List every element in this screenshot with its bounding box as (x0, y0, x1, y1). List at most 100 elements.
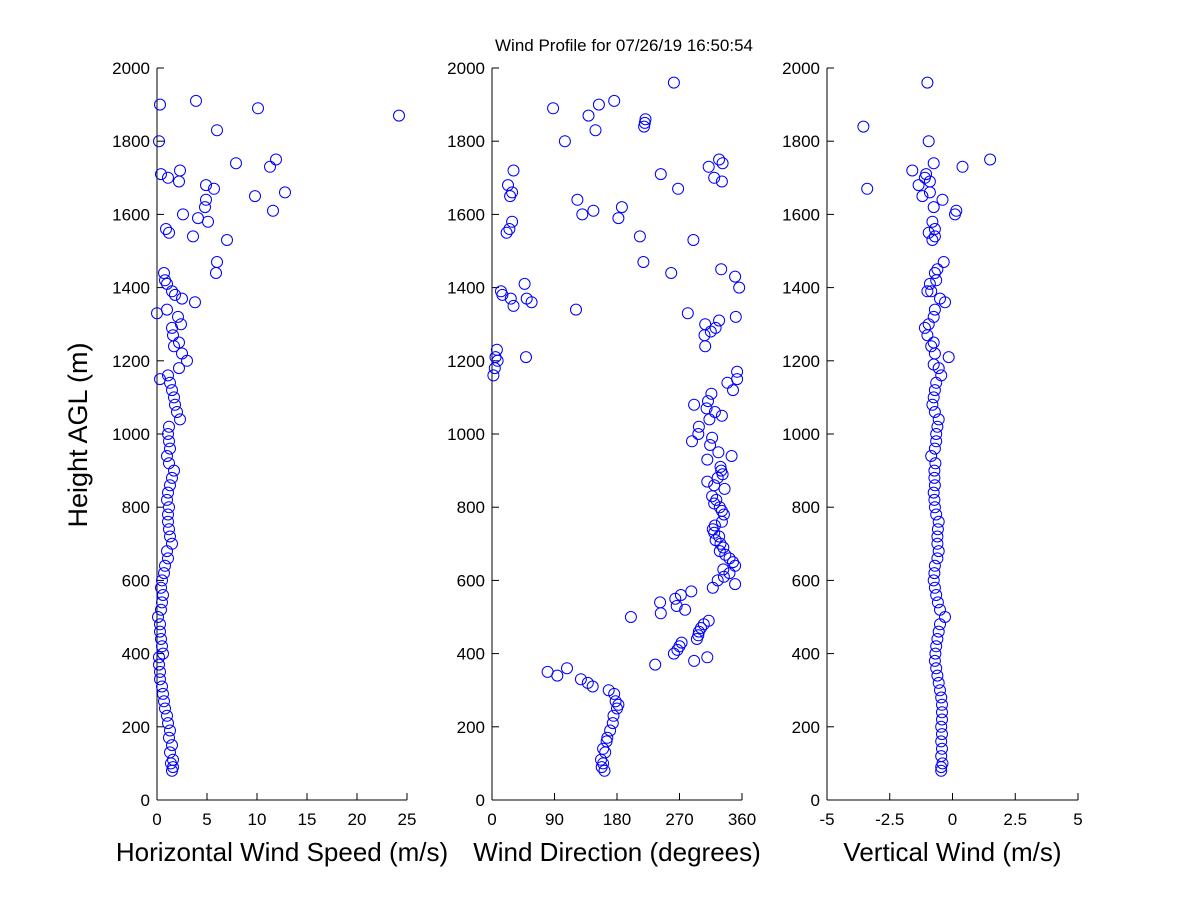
panel-3-data-point (931, 263, 944, 276)
panel-2-data-point (708, 519, 721, 532)
panel-1-data-point (161, 493, 173, 506)
panel-2-y-tick-label: 1000 (447, 425, 485, 444)
panel-2-data-point (675, 636, 688, 649)
panel-2-y-tick-label: 600 (457, 571, 485, 590)
panel-1-data-point (166, 471, 178, 484)
panel-1-data-point (156, 640, 168, 653)
panel-2-data-point (637, 256, 650, 268)
panel-3-data-point (935, 750, 948, 763)
panel-2-y-tick-label: 1800 (447, 132, 485, 151)
chart-title: Wind Profile for 07/26/19 16:50:54 (495, 36, 753, 55)
panel-1-data-point (270, 153, 282, 166)
panel-1-data-point (159, 274, 171, 287)
panel-3-data-point (935, 735, 948, 748)
panel-3-data-point (928, 230, 941, 243)
panel-1-data-point (161, 545, 173, 558)
panel-3-data-point (984, 153, 997, 166)
panel-1-data-point (173, 362, 185, 375)
panel-1-data-point (169, 398, 181, 411)
panel-1-data-point (164, 442, 176, 455)
panel-3-data-point (920, 168, 933, 181)
panel-2-data-point (692, 420, 705, 433)
panel-1-data-point (169, 288, 181, 301)
panel-1-data-point (162, 508, 174, 521)
panel-3-data-point (956, 160, 969, 173)
panel-3-data-point (935, 764, 948, 777)
panel-3-data-point (928, 559, 941, 572)
panel-1-data-point (163, 731, 175, 744)
panel-3-data-point (918, 321, 931, 334)
panel-2-data-point (715, 464, 728, 477)
panel-3-y-tick-label: 1800 (782, 132, 820, 151)
panel-2-data-point (674, 589, 687, 601)
panel-3-data-point (931, 552, 944, 565)
panel-1-data-point (200, 193, 212, 206)
panel-3-data-point (930, 376, 943, 389)
panel-2-data-point (587, 204, 600, 217)
panel-3-data-point (927, 310, 940, 323)
panel-3-data-point (928, 581, 941, 594)
panel-1-data-point (164, 746, 176, 759)
panel-2-data-point (727, 384, 739, 397)
panel-2-data-point (681, 307, 694, 320)
panel-2-data-point (495, 285, 507, 298)
panel-1-data-point (181, 354, 193, 367)
panel-1-data-point (159, 702, 171, 715)
panel-1-data-point (230, 157, 242, 170)
panel-1-data-point (166, 384, 178, 397)
panel-1-data-point (166, 285, 178, 298)
panel-2-data-point (586, 680, 599, 693)
panel-3-data-point (950, 204, 963, 217)
panel-2-data-point (714, 460, 727, 473)
panel-1-data-point (154, 673, 166, 686)
panel-1-data-point (176, 347, 188, 360)
panel-2-data-point (692, 428, 705, 440)
panel-2-data-point (518, 277, 531, 290)
panel-2-data-point (729, 270, 742, 283)
panel-3-data-point (928, 406, 941, 418)
panel-2-data-point (701, 453, 714, 466)
panel-3-data-point (927, 201, 940, 214)
panel-3-data-point (935, 720, 948, 733)
panel-1-data-point (174, 164, 186, 177)
panel-1-x-tick-label: 15 (298, 810, 317, 829)
panel-3-data-point (925, 285, 938, 298)
panel-1-y-tick-label: 1600 (112, 205, 150, 224)
panel-3-data-point (936, 706, 948, 719)
panel-3-data-point (932, 413, 945, 426)
panel-2-data-point (507, 299, 520, 312)
panel-1-data-point (153, 651, 165, 664)
panel-3-data-point (928, 654, 941, 667)
panel-3-data-point (925, 450, 938, 462)
panel-1-data-point (168, 391, 180, 404)
panel-2-data-point (715, 175, 728, 188)
panel-3-data-point (934, 618, 946, 631)
panel-3-data-point (930, 508, 943, 521)
panel-3-data-point (930, 662, 943, 675)
panel-3-data-point (921, 76, 934, 89)
panel-1-x-tick-label: 0 (152, 810, 161, 829)
panel-2-data-point (487, 369, 500, 382)
panel-3-data-point (912, 179, 925, 192)
panel-2-data-point (695, 622, 707, 634)
panel-1-data-point (157, 589, 169, 601)
panel-3-y-tick-label: 1200 (782, 352, 820, 371)
panel-2-data-point (604, 724, 617, 737)
panel-1-data-point (252, 102, 264, 115)
panel-2-data-point (612, 698, 625, 711)
panel-1-y-tick-label: 1000 (112, 425, 150, 444)
panel-2-data-point (633, 230, 646, 243)
panel-1-data-point (190, 94, 202, 107)
panel-2-data-point (717, 541, 730, 554)
panel-2-data-point (597, 742, 610, 755)
panel-2-data-point (688, 654, 701, 667)
panel-1-y-tick-label: 1400 (112, 279, 150, 298)
panel-3-data-point (928, 479, 941, 492)
panel-3-data-point (923, 175, 936, 188)
panel-3-data-point (935, 369, 948, 382)
panel-3-data-point (932, 676, 945, 689)
panel-3-data-point (932, 545, 945, 558)
panel-1-data-point (267, 204, 279, 217)
panel-3-data-point (927, 391, 940, 404)
panel-1-data-point (154, 373, 166, 386)
